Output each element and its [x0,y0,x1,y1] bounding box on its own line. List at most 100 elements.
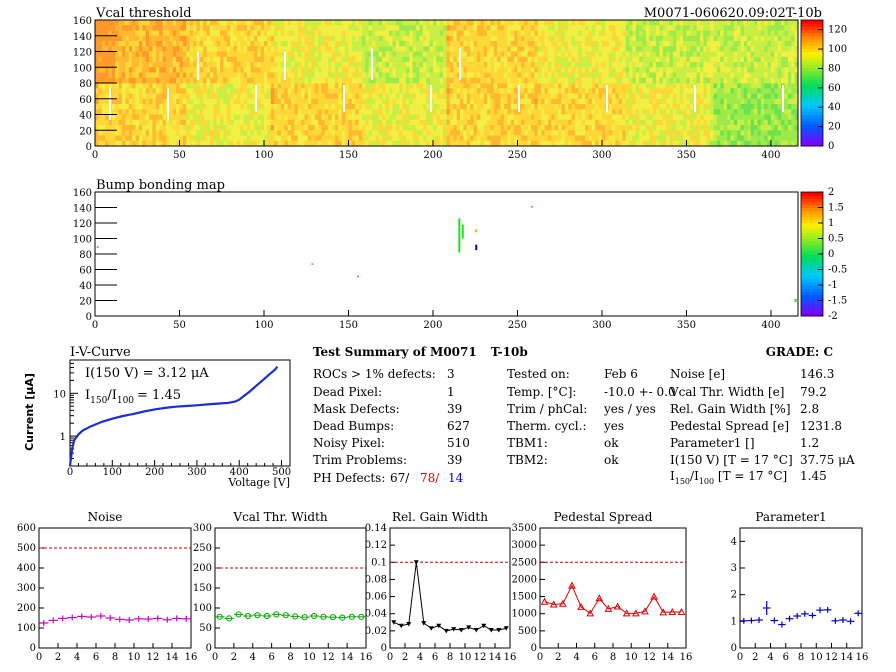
heat-cell [787,114,792,121]
heat-cell [524,77,529,84]
heat-cell [639,35,643,42]
heat-cell [128,72,133,79]
heat-cell [270,20,275,26]
heat-cell [226,77,231,84]
heat-cell [108,72,113,79]
heat-cell [362,88,366,94]
heat-cell [558,62,562,68]
heat-cell [395,41,400,47]
heat-cell [324,30,329,37]
heat-cell [291,72,295,79]
heat-cell [338,98,343,105]
heat-cell [757,83,762,89]
heat-cell [382,93,387,100]
heat-cell [595,62,599,68]
heat-cell [449,72,454,79]
heat-cell [693,130,698,136]
heat-cell [689,119,694,126]
heat-cell [111,46,116,52]
heat-cell [314,72,319,79]
heat-cell [629,30,633,37]
heat-cell [122,109,126,115]
heat-cell [128,88,133,94]
heat-cell [348,62,353,68]
heat-cell [321,20,326,26]
heat-cell [754,88,758,94]
heat-cell [733,35,738,42]
heat-cell [463,62,468,68]
heat-cell [243,77,248,84]
heat-cell [176,62,180,68]
heat-cell [409,77,414,84]
heat-cell [304,35,309,42]
heat-cell [642,114,647,121]
heat-cell [108,25,113,31]
heat-cell [612,88,616,94]
heat-cell [716,72,721,79]
heat-cell [723,109,728,115]
heat-cell [138,56,143,63]
heat-cell [115,119,120,126]
heat-cell [456,125,461,131]
heat-cell [149,67,153,73]
heat-cell [463,114,468,121]
heat-cell [135,119,140,126]
heat-cell [422,25,427,31]
heat-cell [683,83,687,89]
heat-cell [530,62,535,68]
heat-cell [439,56,444,63]
heat-cell [449,114,454,121]
heat-cell [544,114,549,121]
heat-cell [182,109,187,115]
heat-cell [142,119,147,126]
heat-cell [216,56,221,63]
heat-cell [652,72,657,79]
heat-cell [787,130,792,136]
heat-cell [395,20,400,26]
heat-cell [358,67,363,73]
heat-cell [517,20,522,26]
heat-cell [460,72,464,79]
heat-cell [750,67,755,73]
heat-cell [311,62,316,68]
heat-cell [196,140,201,147]
heat-cell [402,41,407,47]
heat-cell [443,83,447,89]
heat-cell [338,119,343,126]
heat-cell [463,135,468,142]
heat-cell [375,62,380,68]
heat-cell [439,67,444,73]
heat-cell [764,72,768,79]
heat-cell [345,98,349,105]
heat-cell [662,62,667,68]
heat-cell [642,67,647,73]
heat-cell [362,130,366,136]
heat-cell [179,77,184,84]
heat-cell [307,104,312,110]
heat-cell [537,56,542,63]
heat-cell [500,104,505,110]
heat-cell [463,83,468,89]
heat-cell [98,104,103,110]
heat-cell [493,35,498,42]
heat-cell [652,83,657,89]
heat-cell [561,35,566,42]
heat-cell [416,25,420,31]
heat-cell [487,35,491,42]
heat-cell [757,67,762,73]
heat-cell [375,140,380,147]
heat-cell [132,25,136,31]
heat-cell [672,88,677,94]
heat-cell [449,30,454,37]
heat-cell [615,30,620,37]
heat-cell [236,51,241,58]
heat-cell [517,140,522,147]
heat-cell [277,41,282,47]
heat-cell [794,98,799,105]
heat-cell [645,114,650,121]
heat-cell [683,72,687,79]
heat-cell [449,125,454,131]
heat-cell [132,140,136,147]
heat-cell [510,72,515,79]
heat-cell [656,51,660,58]
